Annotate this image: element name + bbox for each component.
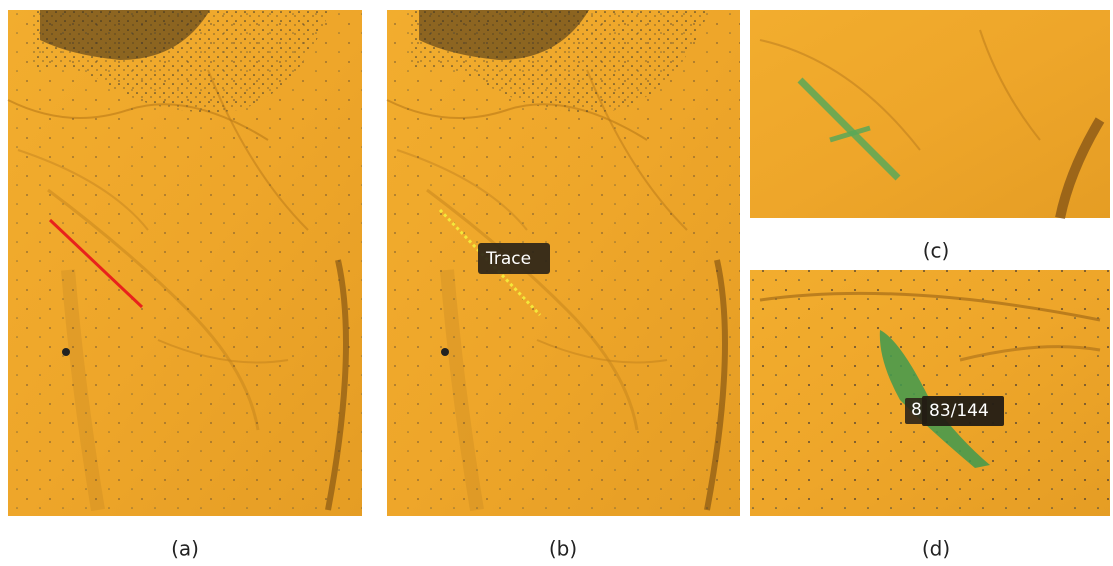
caption: (c) xyxy=(923,239,950,263)
tooltip-text: Trace xyxy=(485,249,531,269)
panel-c xyxy=(750,10,1110,218)
tooltip-text: 83/144 xyxy=(929,401,989,421)
panel-d: 8 83/144 xyxy=(750,270,1110,516)
tooltip-text: 8 xyxy=(911,400,922,420)
point-cloud xyxy=(750,10,1110,218)
panel-b: Trace xyxy=(387,10,740,516)
caption: (d) xyxy=(922,537,950,561)
caption: (b) xyxy=(549,537,577,561)
figure: Trace (c) 8 83/144 (a) (b) (d) xyxy=(0,0,1113,566)
panel-a xyxy=(8,10,362,516)
caption: (a) xyxy=(171,537,199,561)
